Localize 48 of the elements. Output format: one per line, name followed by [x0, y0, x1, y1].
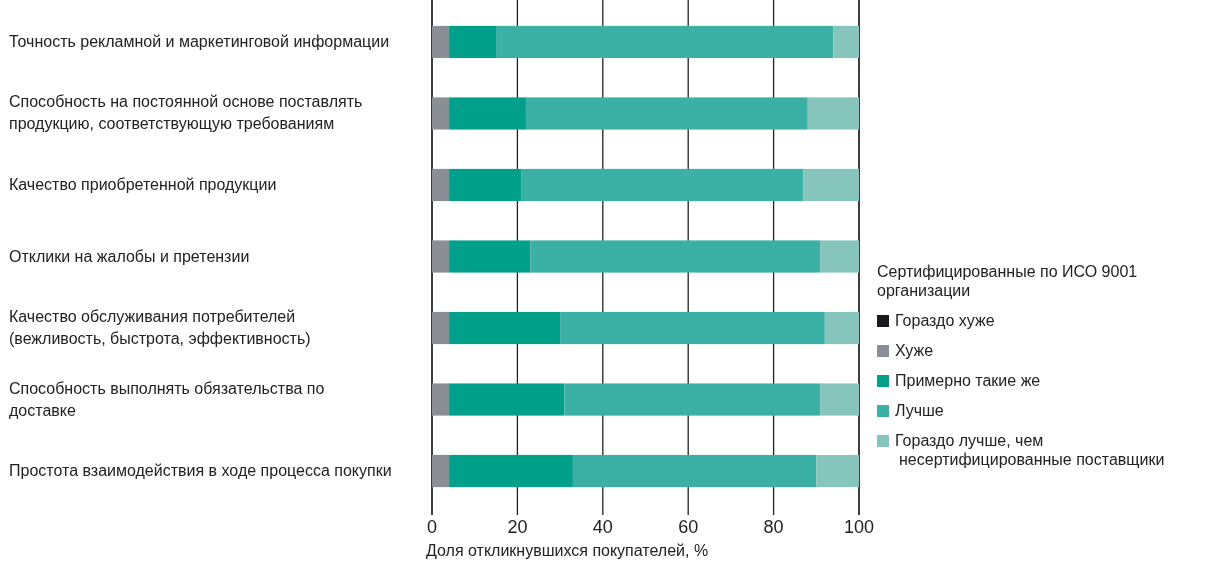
bar — [432, 311, 450, 345]
y-tick-label: Простота взаимодействия в ходе процесса покупки — [9, 462, 392, 480]
y-tick-label: Способность выполнять обязательства по доставке — [9, 379, 325, 419]
legend-title: Сертифицированные по ИСО 9001 организации — [877, 263, 1138, 299]
x-tick-label: 100 — [843, 517, 875, 537]
bar — [572, 454, 817, 488]
y-tick-label: Отклики на жалобы и претензии — [9, 247, 250, 265]
bar — [820, 383, 859, 416]
bar — [432, 168, 450, 202]
bar — [564, 383, 821, 416]
bar — [449, 168, 522, 202]
bar — [432, 383, 450, 416]
y-tick-label: Способность на постоянной основе поставлять продукцию, соответствующую требованиям — [9, 93, 363, 133]
y-tick-label: Качество приобретенной продукции — [9, 175, 277, 193]
bar — [833, 25, 859, 59]
bar — [824, 311, 859, 345]
x-axis-title: Доля откликнувшихся покупателей, % — [426, 542, 709, 559]
bar — [449, 97, 526, 130]
bar — [521, 168, 804, 202]
x-tick-label: 40 — [592, 517, 613, 537]
bar — [496, 25, 834, 59]
bar — [449, 454, 573, 488]
y-tick-label: Качество обслуживания потребителей (вежливость, быстрота, эффективность) — [9, 308, 311, 348]
bar — [449, 240, 531, 273]
bar — [432, 454, 450, 488]
bar — [530, 240, 821, 273]
bar — [560, 311, 825, 345]
bar — [432, 25, 450, 59]
x-tick-label: 20 — [507, 517, 528, 537]
y-tick-label: Точность рекламной и маркетинговой информации — [9, 32, 390, 50]
bar — [449, 25, 497, 59]
bar — [449, 311, 561, 345]
legend-label: Гораздо хуже — [895, 312, 995, 329]
bar — [820, 240, 859, 273]
legend-label: Хуже — [895, 342, 934, 359]
bar — [432, 240, 450, 273]
legend-label: Гораздо лучше, чем несертифицированные поставщики — [895, 432, 1165, 468]
bar — [449, 383, 565, 416]
legend-label: Примерно такие же — [895, 372, 1041, 389]
x-tick-label: 60 — [678, 517, 699, 537]
bar — [816, 454, 859, 488]
bar — [525, 97, 808, 130]
bar — [803, 168, 859, 202]
bar — [807, 97, 859, 130]
legend-label: Лучше — [895, 402, 944, 419]
x-tick-label: 80 — [763, 517, 784, 537]
bar — [432, 97, 450, 130]
x-tick-label: 0 — [426, 517, 438, 537]
